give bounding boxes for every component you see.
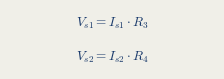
Text: $V_{s2} = I_{s2} \cdot R_4$: $V_{s2} = I_{s2} \cdot R_4$ <box>76 49 148 64</box>
Text: $V_{s1} = I_{s1} \cdot R_3$: $V_{s1} = I_{s1} \cdot R_3$ <box>76 16 148 31</box>
